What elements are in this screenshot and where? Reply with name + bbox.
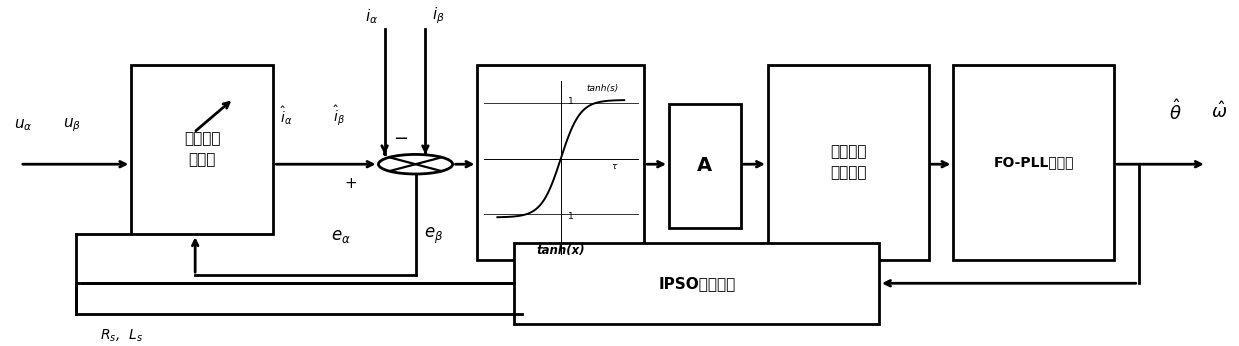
Bar: [669, 104, 741, 228]
Text: A: A: [698, 156, 712, 175]
Bar: [131, 65, 274, 234]
Text: $i_{\alpha}$: $i_{\alpha}$: [366, 7, 378, 26]
Text: FO-PLL锁相环: FO-PLL锁相环: [994, 156, 1074, 170]
Text: $\hat{\omega}$: $\hat{\omega}$: [1211, 102, 1227, 122]
Text: tanh(x): tanh(x): [536, 244, 585, 257]
Bar: [514, 243, 880, 324]
Text: $\hat{i}_{\beta}$: $\hat{i}_{\beta}$: [333, 103, 344, 128]
Text: +: +: [344, 176, 358, 191]
Text: 1: 1: [569, 211, 574, 221]
Bar: [953, 65, 1114, 261]
Text: $\hat{\theta}$: $\hat{\theta}$: [1170, 100, 1182, 125]
Text: $i_{\beta}$: $i_{\beta}$: [431, 5, 445, 26]
Text: $u_{\alpha}$: $u_{\alpha}$: [14, 117, 32, 133]
Text: $R_s$,  $L_s$: $R_s$, $L_s$: [100, 327, 144, 344]
Text: 滑模电流
观测器: 滑模电流 观测器: [185, 131, 221, 167]
Text: −: −: [393, 130, 409, 148]
Text: $e_{\beta}$: $e_{\beta}$: [425, 226, 444, 246]
Text: 自适应低
通滤波器: 自适应低 通滤波器: [830, 145, 866, 181]
Text: tanh(s): tanh(s): [586, 84, 618, 93]
Bar: [477, 65, 644, 261]
Text: $e_{\alpha}$: $e_{\alpha}$: [332, 227, 351, 245]
Text: $\hat{i}_{\alpha}$: $\hat{i}_{\alpha}$: [280, 104, 292, 127]
Text: τ: τ: [612, 162, 617, 171]
Text: 1: 1: [569, 97, 574, 106]
Bar: [768, 65, 928, 261]
Text: $u_{\beta}$: $u_{\beta}$: [63, 116, 82, 134]
Text: IPSO参数辨识: IPSO参数辨识: [658, 276, 736, 291]
